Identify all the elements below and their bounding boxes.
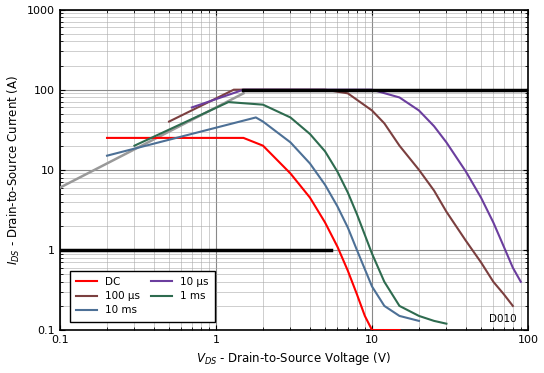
10 μs <box>189 105 195 110</box>
Line: 100 μs: 100 μs <box>169 90 513 306</box>
100 μs <box>510 304 516 308</box>
10 ms <box>104 153 110 158</box>
10 μs <box>517 279 524 284</box>
DC <box>104 136 110 140</box>
10 μs <box>500 244 507 249</box>
Line: 10 ms: 10 ms <box>107 117 419 321</box>
10 ms <box>322 182 328 187</box>
10 ms <box>396 314 403 318</box>
10 ms <box>416 319 422 323</box>
10 ms <box>354 248 360 252</box>
Line: 10 μs: 10 μs <box>192 90 521 282</box>
Legend: DC, 100 μs, 10 ms, 10 μs, 1 ms: DC, 100 μs, 10 ms, 10 μs, 1 ms <box>70 271 215 322</box>
10 μs <box>431 124 437 128</box>
100 μs <box>443 210 450 214</box>
Y-axis label: $I_{DS}$ - Drain-to-Source Current (A): $I_{DS}$ - Drain-to-Source Current (A) <box>5 75 22 265</box>
100 μs <box>369 108 375 113</box>
DC <box>396 328 403 332</box>
DC <box>240 136 247 140</box>
10 ms <box>334 204 341 209</box>
DC <box>362 314 368 318</box>
Text: D010: D010 <box>489 314 516 324</box>
100 μs <box>231 87 237 92</box>
DC <box>354 292 360 297</box>
10 μs <box>240 87 247 92</box>
X-axis label: $V_{DS}$ - Drain-to-Source Voltage (V): $V_{DS}$ - Drain-to-Source Voltage (V) <box>196 351 392 367</box>
10 μs <box>462 169 469 174</box>
10 ms <box>369 284 375 289</box>
10 ms <box>259 119 266 124</box>
DC <box>334 244 341 249</box>
DC <box>287 171 294 176</box>
1 ms <box>334 169 341 174</box>
10 ms <box>307 161 313 166</box>
1 ms <box>443 322 450 326</box>
100 μs <box>416 167 422 172</box>
1 ms <box>322 149 328 154</box>
10 μs <box>443 140 450 145</box>
10 ms <box>381 304 387 308</box>
1 ms <box>396 304 403 308</box>
DC <box>322 220 328 225</box>
DC <box>369 328 375 332</box>
1 ms <box>344 190 351 195</box>
Line: 1 ms: 1 ms <box>134 102 447 324</box>
10 ms <box>252 115 259 120</box>
Line: DC: DC <box>107 138 399 330</box>
1 ms <box>416 314 422 318</box>
1 ms <box>225 100 232 104</box>
1 ms <box>259 103 266 107</box>
1 ms <box>431 319 437 323</box>
10 μs <box>510 266 516 270</box>
1 ms <box>354 212 360 216</box>
10 ms <box>287 140 294 145</box>
DC <box>259 144 266 148</box>
1 ms <box>369 251 375 256</box>
100 μs <box>478 260 484 264</box>
DC <box>381 328 387 332</box>
10 μs <box>369 87 375 92</box>
DC <box>307 195 313 200</box>
100 μs <box>431 188 437 193</box>
10 μs <box>490 220 497 225</box>
10 μs <box>396 95 403 100</box>
10 μs <box>416 108 422 113</box>
100 μs <box>381 121 387 126</box>
100 μs <box>396 144 403 148</box>
100 μs <box>500 292 507 297</box>
100 μs <box>490 279 497 284</box>
100 μs <box>166 119 172 124</box>
DC <box>344 269 351 273</box>
100 μs <box>344 91 351 95</box>
10 ms <box>344 225 351 230</box>
10 μs <box>478 195 484 200</box>
100 μs <box>322 87 328 92</box>
1 ms <box>287 115 294 120</box>
1 ms <box>307 132 313 136</box>
100 μs <box>462 239 469 243</box>
1 ms <box>131 144 138 148</box>
1 ms <box>381 279 387 284</box>
